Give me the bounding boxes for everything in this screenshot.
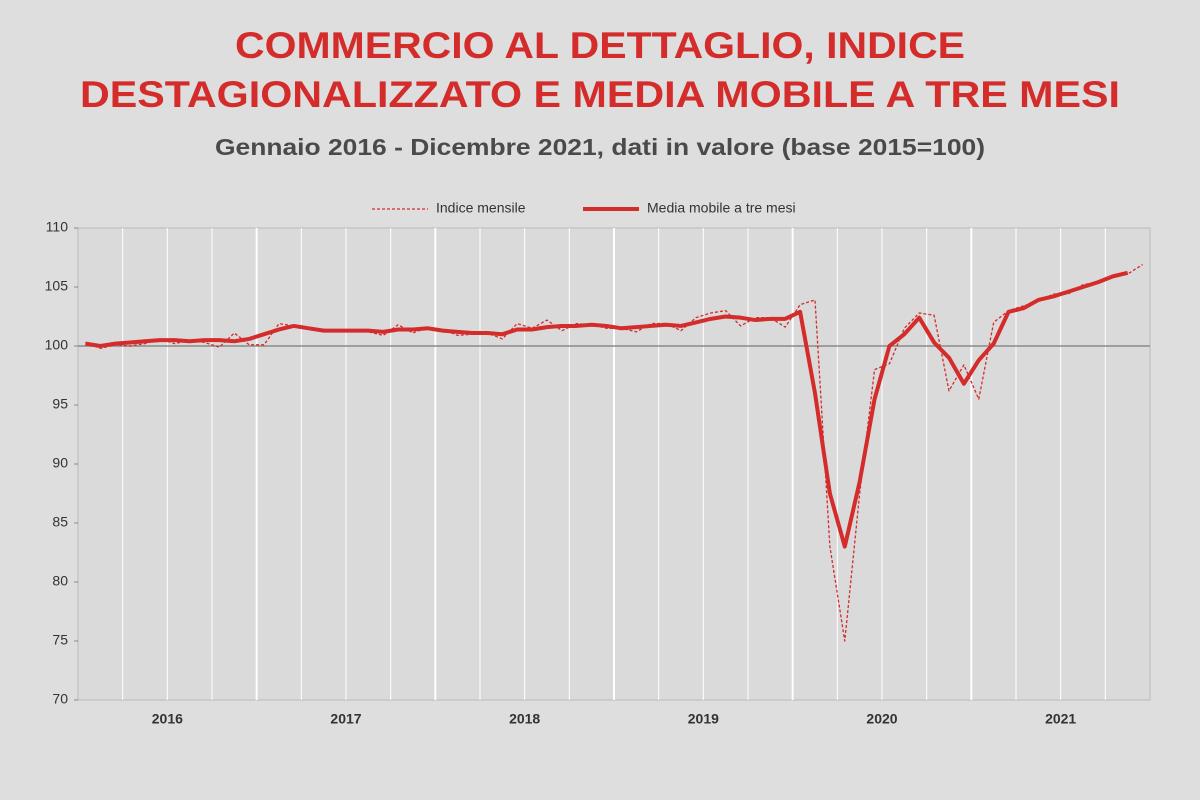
- x-tick-label: 2019: [688, 711, 719, 727]
- chart-title: DESTAGIONALIZZATO E MEDIA MOBILE A TRE M…: [80, 74, 1120, 115]
- y-tick-label: 105: [45, 278, 69, 294]
- x-tick-label: 2020: [866, 711, 897, 727]
- chart-subtitle: Gennaio 2016 - Dicembre 2021, dati in va…: [215, 134, 985, 160]
- monthly-line: [85, 264, 1143, 642]
- x-tick-label: 2017: [330, 711, 361, 727]
- chart-title: COMMERCIO AL DETTAGLIO, INDICE: [235, 25, 965, 66]
- y-tick-label: 70: [52, 691, 68, 707]
- y-tick-label: 95: [52, 396, 68, 412]
- y-tick-label: 75: [52, 632, 68, 648]
- average-line: [85, 270, 1129, 549]
- y-tick-label: 110: [46, 219, 69, 235]
- x-tick-label: 2018: [509, 711, 540, 727]
- y-tick-label: 90: [52, 455, 68, 471]
- legend-label: Media mobile a tre mesi: [647, 200, 796, 216]
- y-tick-label: 100: [45, 337, 69, 353]
- x-tick-label: 2021: [1045, 711, 1076, 727]
- y-tick-label: 80: [52, 573, 68, 589]
- legend-label: Indice mensile: [436, 200, 526, 216]
- y-tick-label: 85: [52, 514, 68, 530]
- x-tick-label: 2016: [152, 711, 183, 727]
